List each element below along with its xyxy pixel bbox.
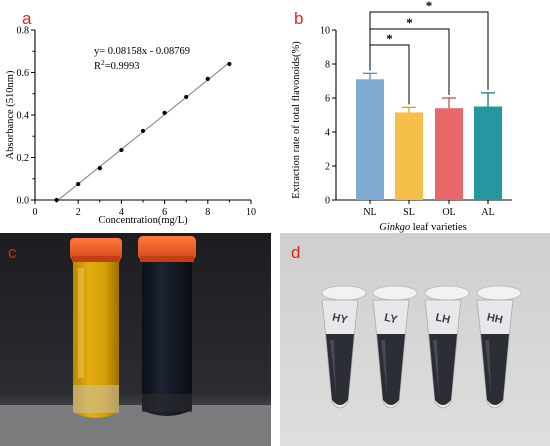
tube-lid	[424, 285, 470, 301]
panel-a-letter: a	[22, 9, 32, 28]
microtubes: HY LY LH HH	[321, 285, 522, 409]
tube-lid	[321, 285, 367, 301]
y-tick-label: 0.2	[17, 153, 30, 164]
panel-a-standard-curve: a 0 2 4 6 8 10 0.0 0.2 0.4 0.6 0.8 y= 0.08158x - 0…	[5, 9, 256, 226]
significance-brackets: * * *	[369, 0, 489, 105]
y-tick-label: 0.8	[17, 26, 30, 37]
powder-highlight	[381, 340, 387, 395]
tube-label: LY	[383, 312, 399, 327]
tube-lid	[372, 285, 418, 301]
tube-label: LH	[434, 312, 451, 327]
x-tick-label: 6	[162, 207, 167, 218]
data-point	[140, 128, 146, 134]
panel-d-photo: HY LY LH HH d	[280, 233, 550, 446]
y-tick-label: 6	[325, 94, 330, 105]
panel-b-ticks: 0 2 4 6 8 10	[320, 26, 336, 207]
panel-c-photo: c	[0, 233, 271, 446]
y-tick-label: 2	[325, 162, 330, 173]
panel-b-bars: NL SL OL AL	[356, 72, 502, 218]
significance-bracket	[369, 11, 489, 90]
powder-highlight	[485, 340, 491, 395]
data-point	[205, 76, 210, 81]
data-point	[54, 197, 59, 203]
microtube-hy: HY	[321, 285, 367, 409]
tube-cap-right	[138, 236, 196, 260]
x-axis-title: Ginkgo leaf varieties	[379, 222, 466, 233]
tube-right-dark	[142, 262, 192, 416]
x-tick-label: 10	[246, 207, 256, 218]
panel-d-letter: d	[291, 243, 300, 262]
panel-a-points	[54, 61, 232, 203]
data-point	[97, 166, 102, 171]
tube-cap-left	[70, 238, 122, 260]
x-tick-label: 8	[205, 207, 210, 218]
x-tick-label: SL	[403, 207, 415, 218]
bench-surface	[0, 405, 271, 446]
data-point	[184, 94, 189, 100]
microtube-lh: LH	[424, 285, 470, 409]
x-tick-label: NL	[363, 207, 376, 218]
bar-nl	[356, 79, 384, 200]
tube-label: HH	[486, 311, 504, 326]
x-axis-title: Concentration(mg/L)	[98, 215, 188, 226]
x-tick-label: 0	[33, 207, 38, 218]
panel-a-ticks: 0 2 4 6 8 10 0.0 0.2 0.4 0.6 0.8	[17, 26, 257, 219]
tube-left-yellow	[73, 262, 119, 418]
y-axis-title: Extraction rate of total flavonoids(%)	[291, 41, 302, 199]
bar-sl	[395, 112, 423, 200]
regression-equation: y= 0.08158x - 0.08769	[94, 46, 190, 57]
tube-cap-rim-right	[140, 256, 194, 262]
powder-highlight	[330, 340, 336, 395]
y-tick-label: 0.4	[17, 111, 30, 122]
tube-lid	[476, 285, 522, 301]
y-tick-label: 10	[320, 26, 330, 37]
significance-star: *	[426, 0, 433, 13]
photo-d-background	[280, 233, 550, 446]
y-axis-title: Absorbance (510nm)	[5, 70, 16, 159]
x-tick-label: 2	[76, 207, 81, 218]
powder-highlight	[433, 340, 439, 395]
microtube-ly: LY	[372, 285, 418, 409]
y-tick-label: 0.0	[17, 196, 30, 207]
x-tick-label: AL	[481, 207, 494, 218]
data-point	[119, 147, 124, 153]
y-tick-label: 0.6	[17, 68, 30, 79]
y-tick-label: 0	[325, 196, 330, 207]
tube-left-highlight	[78, 268, 84, 378]
panel-b-bar-chart: b 0 2 4 6 8 10 NL SL OL AL * * * Ginkgo leaf varie…	[291, 0, 512, 233]
tube-right-bottom	[142, 394, 192, 412]
bar-al	[474, 106, 502, 200]
bar-ol	[435, 108, 463, 200]
microtube-hh: HH	[476, 285, 522, 409]
x-tick-label: 4	[119, 207, 124, 218]
panel-c-letter: c	[8, 243, 17, 262]
y-tick-label: 8	[325, 60, 330, 71]
y-tick-label: 4	[325, 128, 330, 139]
panel-b-letter: b	[294, 9, 303, 28]
tube-label: HY	[331, 312, 349, 327]
x-tick-label: OL	[442, 207, 455, 218]
data-point	[227, 61, 232, 67]
significance-star: *	[406, 15, 413, 30]
significance-star: *	[386, 31, 393, 46]
data-point	[76, 181, 81, 187]
tube-left-bottom	[73, 385, 119, 413]
data-point	[162, 110, 167, 115]
r-squared: R2=0.9993	[94, 58, 140, 72]
tube-cap-rim-left	[72, 256, 120, 262]
